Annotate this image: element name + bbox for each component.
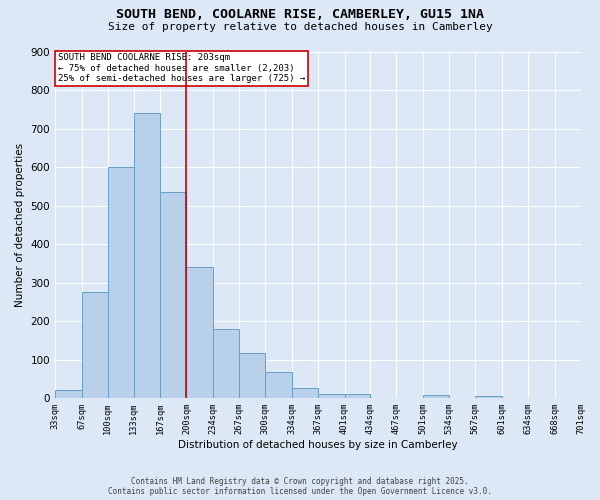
Text: SOUTH BEND COOLARNE RISE: 203sqm
← 75% of detached houses are smaller (2,203)
25: SOUTH BEND COOLARNE RISE: 203sqm ← 75% o… bbox=[58, 53, 305, 83]
Bar bbox=[55, 390, 82, 398]
Text: Contains HM Land Registry data © Crown copyright and database right 2025.
Contai: Contains HM Land Registry data © Crown c… bbox=[108, 476, 492, 496]
Bar bbox=[344, 394, 370, 398]
Bar bbox=[187, 267, 213, 398]
Bar bbox=[160, 192, 187, 398]
Text: Size of property relative to detached houses in Camberley: Size of property relative to detached ho… bbox=[107, 22, 493, 32]
Bar bbox=[423, 395, 449, 398]
Bar bbox=[475, 396, 502, 398]
Y-axis label: Number of detached properties: Number of detached properties bbox=[15, 142, 25, 307]
Bar bbox=[134, 113, 160, 398]
Bar bbox=[108, 167, 134, 398]
Bar bbox=[318, 394, 344, 398]
Bar bbox=[265, 372, 292, 398]
Bar bbox=[292, 388, 318, 398]
Bar bbox=[82, 292, 108, 398]
X-axis label: Distribution of detached houses by size in Camberley: Distribution of detached houses by size … bbox=[178, 440, 458, 450]
Bar bbox=[213, 329, 239, 398]
Text: SOUTH BEND, COOLARNE RISE, CAMBERLEY, GU15 1NA: SOUTH BEND, COOLARNE RISE, CAMBERLEY, GU… bbox=[116, 8, 484, 20]
Bar bbox=[239, 352, 265, 398]
